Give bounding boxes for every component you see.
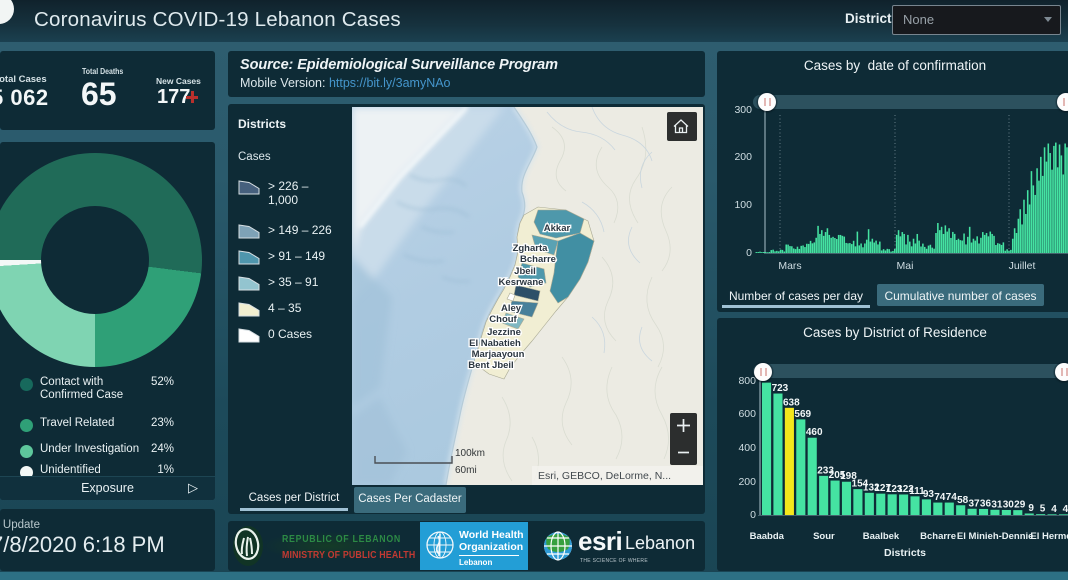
svg-text:205: 205 <box>829 470 846 481</box>
svg-text:9: 9 <box>1028 503 1034 514</box>
svg-text:74: 74 <box>946 492 958 503</box>
svg-text:5: 5 <box>1040 504 1046 515</box>
svg-text:Baabda: Baabda <box>750 531 785 542</box>
svg-text:127: 127 <box>874 483 891 494</box>
svg-text:58: 58 <box>957 495 969 506</box>
svg-text:El Minieh-Dennie: El Minieh-Dennie <box>957 531 1034 542</box>
svg-text:36: 36 <box>980 498 992 509</box>
svg-text:Juillet: Juillet <box>1009 260 1036 272</box>
svg-text:800: 800 <box>738 375 756 387</box>
svg-text:600: 600 <box>738 408 756 420</box>
svg-text:31: 31 <box>991 499 1003 510</box>
svg-text:Baalbek: Baalbek <box>863 531 900 542</box>
svg-text:Aley: Aley <box>501 303 522 314</box>
svg-text:Bcharre: Bcharre <box>520 254 556 265</box>
svg-text:Sour: Sour <box>813 531 835 542</box>
svg-text:El Hermel: El Hermel <box>1030 531 1068 542</box>
svg-text:Zgharta: Zgharta <box>513 243 549 254</box>
svg-text:100km: 100km <box>455 448 485 459</box>
svg-text:638: 638 <box>783 397 800 408</box>
svg-text:198: 198 <box>840 471 857 482</box>
svg-text:200: 200 <box>734 151 752 163</box>
svg-text:400: 400 <box>738 442 756 454</box>
svg-text:111: 111 <box>909 486 925 497</box>
svg-text:Mars: Mars <box>778 260 801 272</box>
svg-text:0: 0 <box>746 247 752 259</box>
svg-text:Districts: Districts <box>884 547 926 559</box>
svg-text:200: 200 <box>738 476 756 488</box>
svg-text:93: 93 <box>923 489 935 500</box>
svg-text:60mi: 60mi <box>455 465 477 476</box>
svg-text:460: 460 <box>806 427 823 438</box>
svg-text:Marjaayoun: Marjaayoun <box>472 349 525 360</box>
svg-text:300: 300 <box>734 104 752 116</box>
svg-text:74: 74 <box>934 492 946 503</box>
svg-text:Esri, GEBCO, DeLorme, N...: Esri, GEBCO, DeLorme, N... <box>538 470 671 482</box>
svg-text:Jezzine: Jezzine <box>487 327 521 338</box>
svg-text:37: 37 <box>968 498 980 509</box>
svg-text:Jbeil: Jbeil <box>514 266 536 277</box>
svg-text:100: 100 <box>734 199 752 211</box>
svg-text:123: 123 <box>886 484 903 495</box>
svg-text:723: 723 <box>772 383 789 394</box>
svg-text:569: 569 <box>794 409 811 420</box>
svg-text:122: 122 <box>897 484 914 495</box>
svg-text:Chouf: Chouf <box>489 314 517 325</box>
svg-text:0: 0 <box>750 509 756 521</box>
svg-text:Mai: Mai <box>897 260 914 272</box>
svg-text:4: 4 <box>1063 504 1068 515</box>
svg-text:154: 154 <box>852 479 869 490</box>
svg-text:Bent Jbeil: Bent Jbeil <box>468 360 513 371</box>
svg-text:4: 4 <box>1051 504 1057 515</box>
svg-text:30: 30 <box>1003 499 1015 510</box>
svg-text:Kesrwane: Kesrwane <box>499 277 544 288</box>
svg-text:132: 132 <box>863 482 880 493</box>
svg-text:Bcharre: Bcharre <box>920 531 956 542</box>
svg-text:Akkar: Akkar <box>544 223 571 234</box>
svg-text:29: 29 <box>1014 500 1026 511</box>
svg-text:233: 233 <box>817 465 834 476</box>
svg-text:El Nabatieh: El Nabatieh <box>469 338 521 349</box>
